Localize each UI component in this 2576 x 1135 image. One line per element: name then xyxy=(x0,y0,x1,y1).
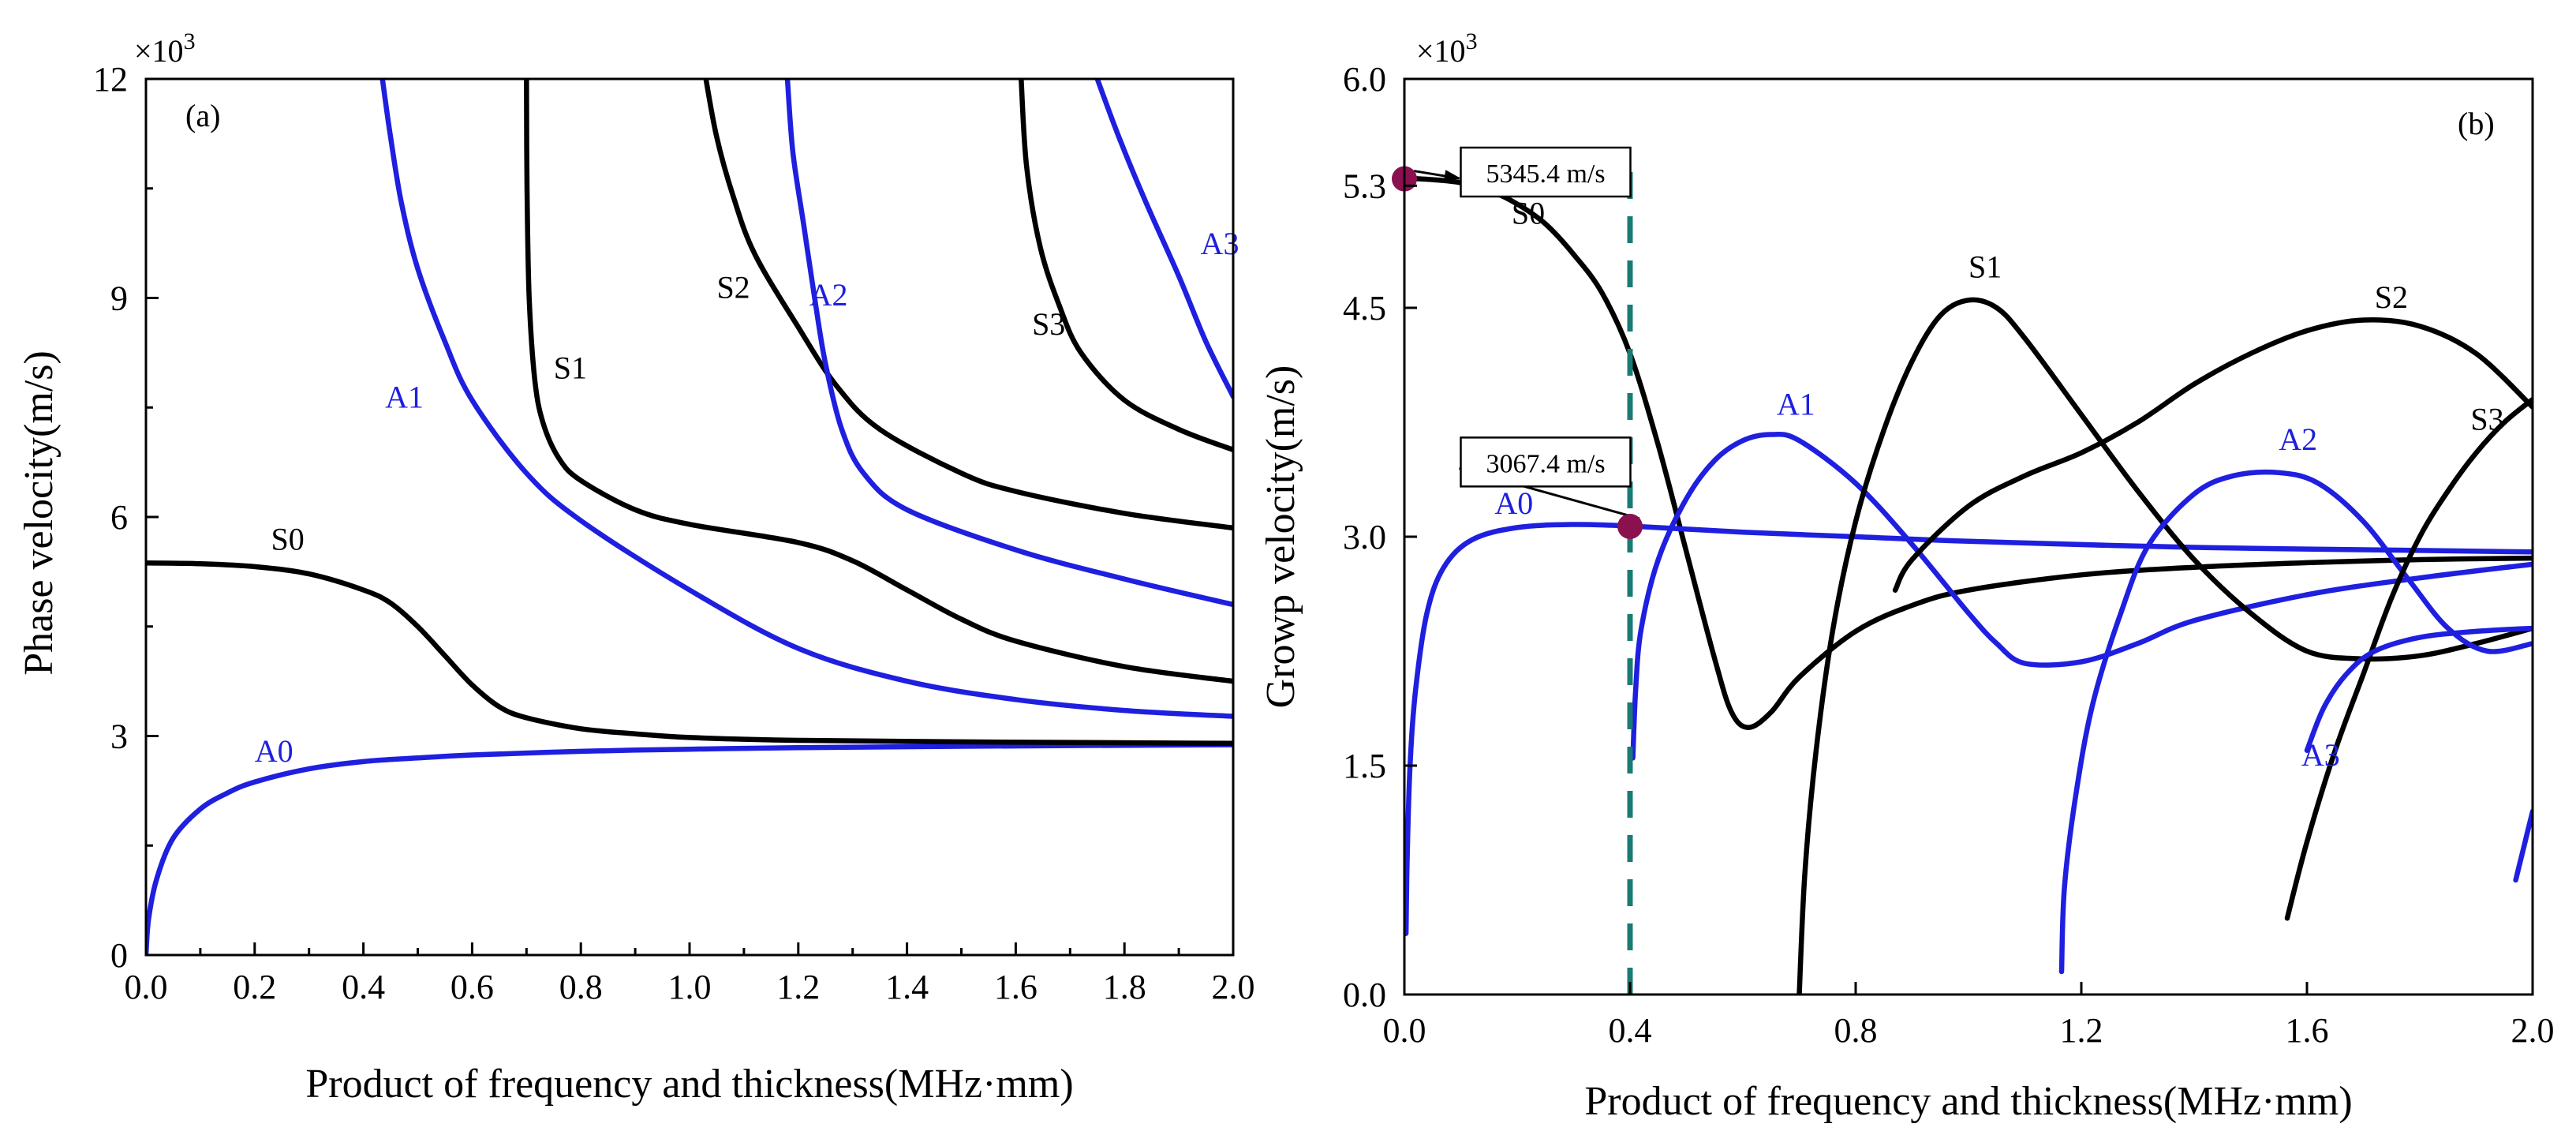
panel-b-curve-s3 xyxy=(2284,396,2533,921)
panel-b-y-tick-label: 3.0 xyxy=(1343,518,1386,556)
panel-a-x-tick-label: 0.4 xyxy=(342,968,385,1006)
panel-a-curve-s0 xyxy=(146,560,1233,747)
panel-a-x-tick-label: 1.4 xyxy=(885,968,929,1006)
panel-b-x-axis-label: Product of frequency and thickness(MHz·m… xyxy=(1584,1079,2352,1124)
panel-b-curve-s2 xyxy=(1892,317,2533,593)
panel-a-label-a2: A2 xyxy=(809,277,848,313)
panel-a-y-tick-label: 3 xyxy=(110,717,128,756)
panel-a-label-a1: A1 xyxy=(385,379,424,414)
panel-a-label-s1: S1 xyxy=(554,350,587,385)
panel-a-multiplier-exp: 3 xyxy=(184,28,196,54)
panel-b-curve-s1 xyxy=(1796,297,2533,995)
panel-b-curve-segment-8 xyxy=(2513,808,2533,883)
panel-a-curve-a0 xyxy=(146,742,1233,955)
panel-b-curve-a1 xyxy=(1630,431,2533,761)
panel-b-curve-s0 xyxy=(1404,175,2533,730)
panel-a-tag: (a) xyxy=(185,98,220,133)
panel-a-x-tick-label: 0.6 xyxy=(451,968,494,1006)
panel-a-curve-s3 xyxy=(1019,79,1233,453)
panel-a-x-tick-label: 0.2 xyxy=(233,968,276,1006)
panel-b-x-tick-label: 0.4 xyxy=(1609,1011,1652,1050)
panel-a-x-tick-label: 0.8 xyxy=(559,968,603,1006)
panel-b-callout-text: 5345.4 m/s xyxy=(1486,159,1605,189)
panel-b-callout-arrowhead xyxy=(1443,170,1461,182)
panel-b-callout-box xyxy=(1460,436,1632,488)
panel-a-x-tick-label: 2.0 xyxy=(1212,968,1255,1006)
panel-b-x-tick-label: 1.2 xyxy=(2060,1011,2103,1050)
panel-a-label-a0: A0 xyxy=(255,733,293,769)
panel-a-x-tick-label: 1.8 xyxy=(1103,968,1146,1006)
panel-b-y-tick-label: 1.5 xyxy=(1343,747,1386,785)
panel-b-multiplier: ×103 xyxy=(1416,28,1478,69)
panel-b-y-tick-label: 0.0 xyxy=(1343,976,1386,1014)
panel-a-curve-a2 xyxy=(784,79,1233,608)
panel-b-y-tick-label: 6.0 xyxy=(1343,60,1386,99)
panel-b-x-tick-label: 2.0 xyxy=(2511,1011,2555,1050)
panel-b-curve-a2 xyxy=(2058,469,2533,975)
panel-a-x-tick-label: 1.6 xyxy=(994,968,1038,1006)
panel-a-y-axis-label: Phase velocity(m/s) xyxy=(17,350,62,676)
panel-a-y-tick-label: 9 xyxy=(110,279,128,318)
panel-a-curves xyxy=(146,79,1233,955)
panel-b-label-s0: S0 xyxy=(1512,196,1545,231)
panel-b: S0 A0 A1 S1 S2 A2 S3 A3 5345.4 m/s 3067.4 m/s 0.… xyxy=(1258,28,2555,1124)
panel-b-label-s1: S1 xyxy=(1968,249,2002,284)
panel-a-x-tick-label: 1.0 xyxy=(668,968,712,1006)
panel-a-label-s2: S2 xyxy=(716,270,750,305)
panel-a-y-tick-label: 0 xyxy=(110,936,128,975)
panel-b-x-tick-label: 0.8 xyxy=(1834,1011,1878,1050)
panel-a-x-tick-label: 0.0 xyxy=(125,968,168,1006)
panel-a-multiplier: ×103 xyxy=(134,28,196,69)
panel-b-x-tick-label: 1.6 xyxy=(2286,1011,2329,1050)
panel-a-label-s3: S3 xyxy=(1032,306,1065,342)
panel-b-label-a2: A2 xyxy=(2279,421,2317,457)
panel-b-label-s2: S2 xyxy=(2375,279,2408,315)
panel-a-frame xyxy=(144,77,1235,957)
panel-b-y-axis-label: Growp velocity(m/s) xyxy=(1258,365,1303,709)
panel-b-curve-a0 xyxy=(1404,522,2533,936)
panel-a-curve-s1 xyxy=(524,79,1233,684)
panel-a-label-s0: S0 xyxy=(271,522,304,557)
panel-b-label-a0: A0 xyxy=(1494,485,1533,521)
panel-b-y-tick-label: 4.5 xyxy=(1343,289,1386,328)
panel-b-callout-box xyxy=(1460,146,1632,198)
panel-b-label-a1: A1 xyxy=(1777,386,1815,421)
panel-b-label-a3: A3 xyxy=(2301,737,2340,773)
panel-a-x-tick-label: 1.2 xyxy=(776,968,820,1006)
panel-b-label-s3: S3 xyxy=(2470,402,2503,437)
panel-a-curve-a1 xyxy=(379,79,1233,719)
panel-b-y-tick-label: 5.3 xyxy=(1343,167,1386,205)
panel-b-curve-a3 xyxy=(2304,625,2533,753)
panel-a-curve-a3 xyxy=(1094,79,1233,399)
panel-b-tag: (b) xyxy=(2458,106,2495,141)
panel-a-y-tick-label: 12 xyxy=(93,60,128,99)
panel-b-multiplier-exp: 3 xyxy=(1466,28,1478,54)
panel-a-x-axis-label: Product of frequency and thickness(MHz·m… xyxy=(305,1062,1073,1107)
panel-b-curves xyxy=(1404,175,2533,995)
panel-b-callout-text: 3067.4 m/s xyxy=(1486,449,1605,478)
panel-b-frame xyxy=(1403,77,2534,996)
panel-a-curve-s2 xyxy=(703,79,1233,531)
panel-b-marker-point xyxy=(1617,513,1643,539)
panel-a-y-tick-label: 6 xyxy=(110,498,128,537)
panel-b-x-tick-label: 0.0 xyxy=(1383,1011,1426,1050)
